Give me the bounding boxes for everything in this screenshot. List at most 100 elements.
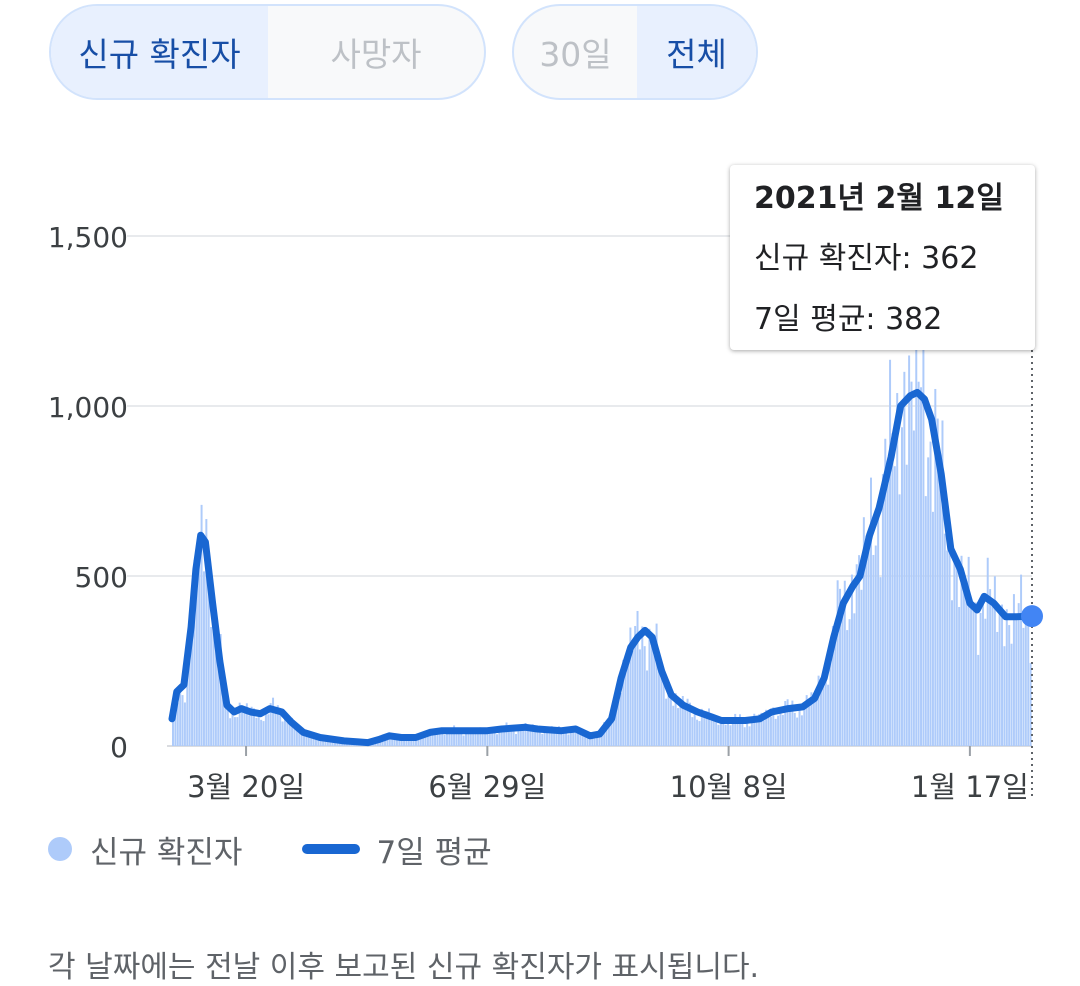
daily-case-bar [765, 709, 768, 746]
daily-case-bar [970, 605, 973, 746]
daily-case-bar [498, 727, 501, 746]
daily-case-bar [607, 719, 610, 746]
daily-case-bar [724, 724, 727, 746]
daily-case-bar [267, 714, 270, 746]
y-tick-label: 1,000 [48, 391, 128, 424]
daily-case-bar [967, 556, 970, 746]
daily-case-bar [326, 739, 329, 746]
daily-case-bar [472, 727, 475, 746]
daily-case-bar [226, 701, 229, 746]
daily-case-bar [579, 732, 582, 746]
daily-case-bar [305, 732, 308, 746]
daily-case-bar [693, 710, 696, 746]
daily-case-bar [948, 534, 951, 746]
daily-case-bar [512, 727, 515, 746]
daily-case-bar [519, 726, 522, 746]
daily-case-bar [457, 731, 460, 746]
daily-case-bar [222, 674, 225, 746]
range-all-tab[interactable]: 전체 [637, 6, 756, 98]
daily-case-bar [331, 740, 334, 746]
daily-case-bar [910, 381, 913, 746]
daily-case-bar [438, 731, 441, 746]
daily-case-bar [819, 686, 822, 746]
daily-case-bar [767, 713, 770, 746]
daily-case-bar [248, 715, 251, 746]
daily-case-bar [448, 729, 451, 746]
daily-case-bar [812, 694, 815, 746]
daily-case-bar [243, 708, 246, 746]
daily-case-bar [212, 596, 215, 746]
daily-case-bar [684, 707, 687, 746]
daily-case-bar [450, 731, 453, 746]
daily-case-bar [660, 663, 663, 746]
daily-case-bar [279, 712, 282, 746]
new-cases-tab[interactable]: 신규 확진자 [51, 6, 268, 98]
daily-case-bar [955, 558, 958, 746]
range-toggle: 30일 전체 [512, 4, 758, 100]
daily-case-bar [893, 466, 896, 746]
daily-case-bar [536, 728, 539, 746]
daily-case-bar [493, 730, 496, 746]
daily-case-bar [691, 717, 694, 746]
daily-case-bar [283, 712, 286, 746]
daily-case-bar [495, 734, 498, 746]
daily-case-bar [610, 714, 613, 746]
daily-case-bar [486, 728, 489, 746]
daily-case-bar [855, 564, 858, 746]
daily-case-bar [198, 539, 201, 746]
chart-footnote: 각 날짜에는 전날 이후 보고된 신규 확진자가 표시됩니다. [48, 950, 760, 985]
daily-case-bar [429, 732, 432, 746]
daily-case-bar [648, 628, 651, 746]
daily-case-bar [291, 717, 294, 746]
daily-case-bar [929, 441, 932, 746]
daily-case-bar [700, 708, 703, 746]
daily-case-bar [629, 627, 632, 746]
daily-case-bar [784, 701, 787, 746]
daily-case-bar [443, 734, 446, 746]
legend-new-cases-label: 신규 확진자 [90, 834, 243, 871]
deaths-tab[interactable]: 사망자 [330, 35, 422, 74]
daily-case-bar [662, 672, 665, 746]
daily-case-bar [943, 533, 946, 746]
daily-case-bar [789, 709, 791, 746]
daily-case-bar [250, 706, 253, 746]
daily-case-bar [312, 738, 315, 746]
daily-case-bar [834, 636, 837, 746]
daily-case-bar [924, 496, 927, 746]
daily-case-bar [641, 626, 644, 746]
daily-case-bar [619, 692, 622, 746]
daily-case-bar [815, 698, 818, 746]
daily-case-bar [469, 733, 472, 746]
daily-case-bar [600, 732, 603, 746]
daily-case-bar [503, 727, 506, 746]
daily-case-bar [541, 733, 544, 746]
daily-case-bar [307, 736, 310, 746]
daily-case-bar [715, 718, 718, 746]
daily-case-bar [839, 588, 842, 746]
daily-case-bar [384, 738, 387, 746]
daily-case-bar [977, 654, 980, 746]
range-30-days-tab[interactable]: 30일 [539, 35, 612, 74]
daily-case-bar [808, 706, 811, 746]
daily-case-bar [791, 700, 794, 746]
daily-case-bar [1017, 603, 1020, 746]
daily-case-bar [793, 712, 796, 746]
daily-case-bar [781, 714, 784, 746]
daily-case-bar [524, 723, 527, 746]
daily-case-bar [981, 604, 984, 746]
daily-case-bar [1024, 616, 1027, 746]
daily-case-bar [669, 698, 672, 746]
daily-case-bar [441, 729, 444, 746]
daily-case-bar [262, 721, 265, 746]
daily-case-bar [743, 727, 746, 746]
daily-case-bar [727, 718, 730, 746]
daily-case-bar [769, 716, 772, 746]
daily-case-bar [1005, 609, 1008, 746]
x-tick-label: 10월 8일 [670, 770, 788, 804]
daily-case-bar [829, 654, 832, 746]
tooltip-average: 7일 평균: 382 [754, 302, 943, 337]
legend-line-swatch [302, 844, 361, 854]
daily-case-bar [233, 717, 236, 746]
daily-case-bar [803, 704, 806, 746]
